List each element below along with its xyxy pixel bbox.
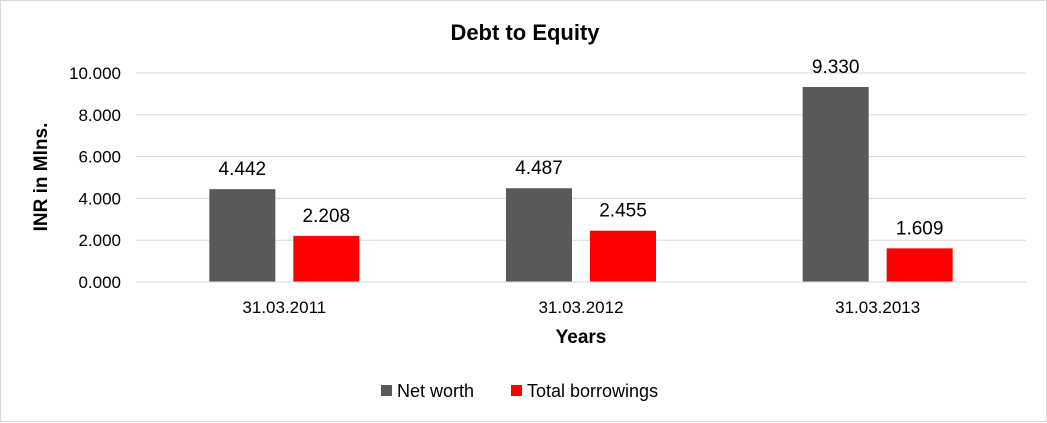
gridlines [136,72,1026,241]
bar-net-worth [802,87,869,283]
y-tick-label: 8.000 [78,106,121,125]
bar-total-borrowings [590,230,656,282]
data-label: 2.208 [303,206,351,227]
data-label: 9.330 [812,57,860,78]
bar-net-worth [506,188,572,282]
data-label: 4.442 [219,159,267,180]
bar-net-worth [209,189,276,282]
bars [209,87,953,283]
data-label: 1.609 [896,218,944,239]
legend-label: Total borrowings [527,381,658,401]
x-axis-title: Years [556,327,607,348]
x-tick-label: 31.03.2013 [835,298,920,317]
x-tick-label: 31.03.2012 [538,298,623,317]
x-tick-label: 31.03.2011 [242,298,326,317]
bar-total-borrowings [293,235,360,282]
y-axis-ticks: 0.000 2.000 4.000 6.000 8.000 10.000 [69,64,121,292]
data-label: 4.487 [515,158,563,179]
data-label: 2.455 [599,201,647,222]
bar-total-borrowings [886,248,953,282]
legend-swatch [511,385,522,396]
chart-title: Debt to Equity [450,20,600,45]
x-axis-ticks: 31.03.2011 31.03.2012 31.03.2013 [242,298,920,317]
y-tick-label: 6.000 [78,148,121,167]
y-tick-label: 0.000 [78,273,121,292]
legend: Net worth Total borrowings [381,381,658,401]
y-tick-label: 4.000 [78,189,121,208]
y-tick-label: 2.000 [78,231,121,250]
y-axis-title: INR in Mlns. [31,123,52,232]
data-labels: 4.442 2.208 4.487 2.455 9.330 1.609 [219,57,944,239]
legend-label: Net worth [397,381,474,401]
y-tick-label: 10.000 [69,64,121,83]
legend-swatch [381,385,392,396]
